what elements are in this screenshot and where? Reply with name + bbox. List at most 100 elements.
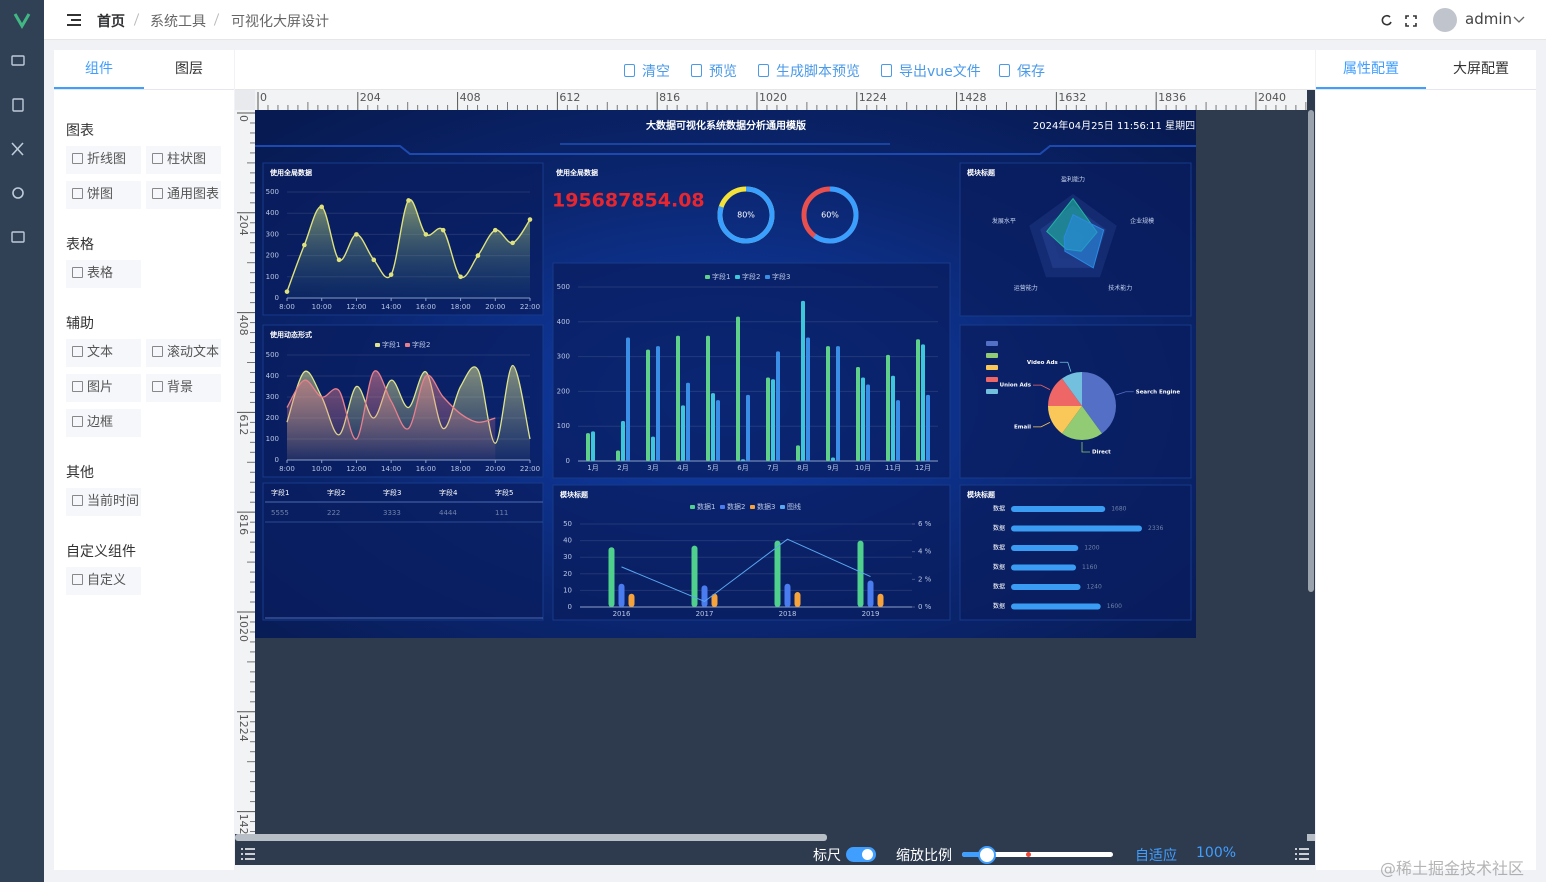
y-tick-label: 300 <box>266 393 279 401</box>
ruler-top-ticks: 0 204 408 612 816 1020 1224 1428 1632 1836 2040 <box>257 91 1307 110</box>
toolbar-button[interactable]: 保存 <box>999 61 1045 81</box>
legend-label: 数据1 <box>697 502 715 511</box>
nav-icon[interactable] <box>11 142 24 156</box>
nav-icon[interactable] <box>11 55 25 66</box>
breadcrumb-item[interactable]: 系统工具 <box>150 14 206 30</box>
table-cell: 3333 <box>383 509 401 517</box>
legend-marker <box>986 365 998 370</box>
bar <box>1011 545 1079 551</box>
table-header: 字段4 <box>439 488 458 497</box>
component-item[interactable]: 边框 <box>66 409 141 437</box>
component-item[interactable]: 折线图 <box>66 146 141 174</box>
y-tick-label: 400 <box>266 372 279 380</box>
bar-value: 1200 <box>1084 545 1099 552</box>
component-item[interactable]: 当前时间 <box>66 488 141 516</box>
nav-icon[interactable] <box>12 98 24 112</box>
ruler-label: 1224 <box>859 91 887 104</box>
item-icon <box>152 346 163 357</box>
tab[interactable]: 组件 <box>54 50 144 89</box>
widget-panel <box>262 482 544 621</box>
bar <box>774 540 781 607</box>
bar <box>896 400 900 461</box>
pie-slice <box>1062 406 1102 441</box>
x-tick-label: 7月 <box>767 464 778 472</box>
property-panel: 属性配置 大屏配置 <box>1316 50 1536 870</box>
toolbar-label: 生成脚本预览 <box>776 64 860 80</box>
bar-label: 数据 <box>993 524 1005 532</box>
legend-label: 字段2 <box>412 340 430 349</box>
user-dropdown[interactable] <box>1513 15 1525 25</box>
zoom-slider[interactable] <box>962 846 1113 864</box>
nav-icon[interactable] <box>12 187 24 199</box>
radar-indicator: 盈利能力 <box>1061 176 1085 184</box>
menu-icon[interactable] <box>1295 848 1309 860</box>
toolbar: 清空 预览 生成脚本预览 导出vue文件 保存 <box>235 50 1315 90</box>
ruler-left-ticks: 0 204 408 612 816 1020 1224 1428 <box>237 112 255 834</box>
menu-toggle[interactable] <box>66 13 82 27</box>
ruler-corner <box>235 90 255 110</box>
nav-icon[interactable] <box>11 231 25 243</box>
toolbar-button[interactable]: 导出vue文件 <box>881 61 981 81</box>
bar <box>794 592 801 607</box>
component-item[interactable]: 柱状图 <box>146 146 221 174</box>
component-item[interactable]: 滚动文本 <box>146 339 221 367</box>
legend-marker <box>780 505 785 509</box>
bar <box>711 593 718 607</box>
tab[interactable]: 图层 <box>175 61 203 77</box>
component-item[interactable]: 文本 <box>66 339 141 367</box>
slider-knob[interactable] <box>978 846 996 864</box>
x-tick-label: 10:00 <box>312 465 332 473</box>
logo <box>13 13 31 29</box>
y-tick-label: 200 <box>557 387 570 395</box>
component-item[interactable]: 表格 <box>66 260 141 288</box>
item-label: 图片 <box>87 380 114 395</box>
y-tick-label: 0 <box>566 457 570 465</box>
bar <box>766 377 770 461</box>
component-item[interactable]: 自定义 <box>66 567 141 595</box>
toolbar-icon <box>999 64 1010 77</box>
legend-marker <box>735 275 740 279</box>
toolbar-button[interactable]: 清空 <box>624 61 670 81</box>
radar-indicator: 运营能力 <box>1014 284 1038 292</box>
tab[interactable]: 属性配置 <box>1316 50 1426 89</box>
legend-label: 图线 <box>787 502 801 511</box>
bar-label: 数据 <box>993 583 1005 591</box>
design-canvas: 0 204 408 612 816 1020 1224 1428 1632 1836 2040020… <box>235 90 1315 843</box>
item-icon <box>72 153 83 164</box>
refresh-icon[interactable] <box>1381 14 1392 26</box>
component-item[interactable]: 背景 <box>146 374 221 402</box>
screen-header-frame <box>255 145 1196 155</box>
x-tick-label: 8:00 <box>279 465 295 473</box>
component-item[interactable]: 饼图 <box>66 181 141 209</box>
header-icons <box>1381 14 1417 27</box>
avatar[interactable] <box>1433 8 1457 32</box>
gauge-label: 60% <box>821 211 839 220</box>
breadcrumb-item[interactable]: 首页 <box>97 14 125 30</box>
fit-button[interactable]: 自适应 <box>1135 848 1177 864</box>
x-tick-label: 14:00 <box>381 465 401 473</box>
legend-marker <box>986 389 998 394</box>
x-tick-label: 22:00 <box>520 303 540 311</box>
user-name[interactable]: admin <box>1465 10 1512 28</box>
fullscreen-icon[interactable] <box>1405 15 1417 27</box>
component-item[interactable]: 图片 <box>66 374 141 402</box>
legend-marker <box>690 505 695 509</box>
item-icon <box>72 574 83 585</box>
legend-marker <box>750 505 755 509</box>
component-item[interactable]: 通用图表 <box>146 181 221 209</box>
pie-label: Search Engine <box>1136 389 1181 395</box>
item-label: 折线图 <box>87 152 127 167</box>
tab[interactable]: 大屏配置 <box>1453 61 1509 77</box>
bar-label: 数据 <box>993 563 1005 571</box>
table-cell: 222 <box>327 509 340 517</box>
bar <box>706 335 710 461</box>
ruler-toggle[interactable] <box>846 847 876 862</box>
pie-leader <box>1116 391 1134 396</box>
gauge-arc <box>717 186 775 244</box>
line-area <box>287 199 530 298</box>
toolbar-icon <box>881 64 892 77</box>
bar <box>628 593 635 607</box>
toolbar-button[interactable]: 预览 <box>691 61 737 81</box>
toolbar-button[interactable]: 生成脚本预览 <box>758 61 860 81</box>
layer-list-icon[interactable] <box>241 848 255 860</box>
